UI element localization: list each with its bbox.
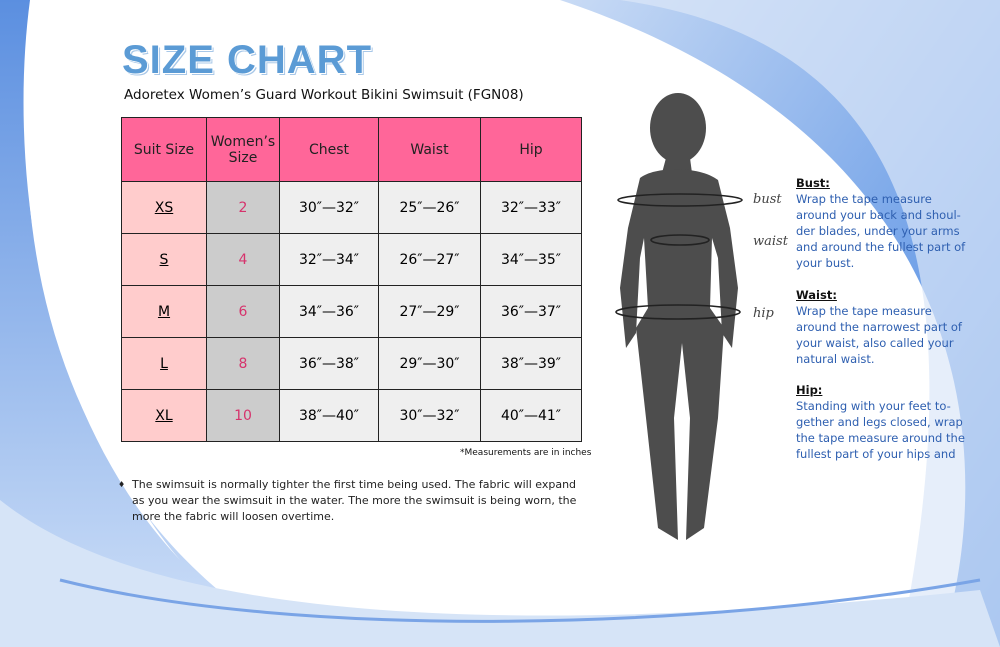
product-subtitle: Adoretex Women’s Guard Workout Bikini Sw…	[124, 87, 524, 103]
table-row: L 8 36″—38″ 29″—30″ 38″—39″	[121, 337, 582, 390]
hip-heading: Hip:	[796, 383, 823, 397]
hip-cell: 36″—37″	[480, 285, 582, 338]
womens-size-cell: 6	[206, 285, 280, 338]
header-hip: Hip	[480, 117, 582, 182]
suit-size-cell: S	[121, 233, 207, 286]
measurement-note: *Measurements are in inches	[460, 448, 592, 458]
womens-size-cell: 4	[206, 233, 280, 286]
header-womens-size: Women’s Size	[206, 117, 280, 182]
waist-label: waist	[753, 234, 788, 249]
care-note: ♦ The swimsuit is normally tighter the f…	[118, 477, 588, 525]
hip-instruction: Hip: Standing with your feet to-gether a…	[796, 382, 966, 462]
hip-cell: 38″—39″	[480, 337, 582, 390]
page-title: SIZE CHART	[122, 38, 372, 82]
table-row: XL 10 38″—40″ 30″—32″ 40″—41″	[121, 389, 582, 442]
care-note-text: The swimsuit is normally tighter the fir…	[132, 478, 577, 523]
hip-cell: 34″—35″	[480, 233, 582, 286]
header-waist: Waist	[378, 117, 481, 182]
hip-cell: 40″—41″	[480, 389, 582, 442]
suit-size-cell: XL	[121, 389, 207, 442]
bust-label: bust	[753, 192, 782, 207]
waist-cell: 26″—27″	[378, 233, 481, 286]
size-table: Suit Size Women’s Size Chest Waist Hip X…	[121, 117, 582, 442]
table-row: XS 2 30″—32″ 25″—26″ 32″—33″	[121, 181, 582, 234]
waist-cell: 29″—30″	[378, 337, 481, 390]
chest-cell: 34″—36″	[279, 285, 379, 338]
table-header-row: Suit Size Women’s Size Chest Waist Hip	[121, 117, 582, 182]
body-silhouette	[615, 93, 743, 540]
chest-cell: 30″—32″	[279, 181, 379, 234]
chest-cell: 32″—34″	[279, 233, 379, 286]
bust-heading: Bust:	[796, 176, 830, 190]
waist-cell: 30″—32″	[378, 389, 481, 442]
waist-text: Wrap the tape measure around the narrowe…	[796, 304, 962, 366]
suit-size-cell: M	[121, 285, 207, 338]
bullet-icon: ♦	[118, 480, 126, 489]
bust-text: Wrap the tape measure around your back a…	[796, 192, 966, 270]
waist-cell: 27″—29″	[378, 285, 481, 338]
header-chest: Chest	[279, 117, 379, 182]
table-row: S 4 32″—34″ 26″—27″ 34″—35″	[121, 233, 582, 286]
hip-text: Standing with your feet to-gether and le…	[796, 399, 965, 461]
womens-size-cell: 10	[206, 389, 280, 442]
hip-label: hip	[753, 306, 774, 321]
suit-size-cell: L	[121, 337, 207, 390]
womens-size-cell: 2	[206, 181, 280, 234]
womens-size-cell: 8	[206, 337, 280, 390]
waist-heading: Waist:	[796, 288, 837, 302]
hip-cell: 32″—33″	[480, 181, 582, 234]
suit-size-cell: XS	[121, 181, 207, 234]
header-suit-size: Suit Size	[121, 117, 207, 182]
table-row: M 6 34″—36″ 27″—29″ 36″—37″	[121, 285, 582, 338]
chest-cell: 36″—38″	[279, 337, 379, 390]
waist-cell: 25″—26″	[378, 181, 481, 234]
chest-cell: 38″—40″	[279, 389, 379, 442]
bust-instruction: Bust: Wrap the tape measure around your …	[796, 175, 966, 271]
waist-instruction: Waist: Wrap the tape measure around the …	[796, 287, 966, 367]
